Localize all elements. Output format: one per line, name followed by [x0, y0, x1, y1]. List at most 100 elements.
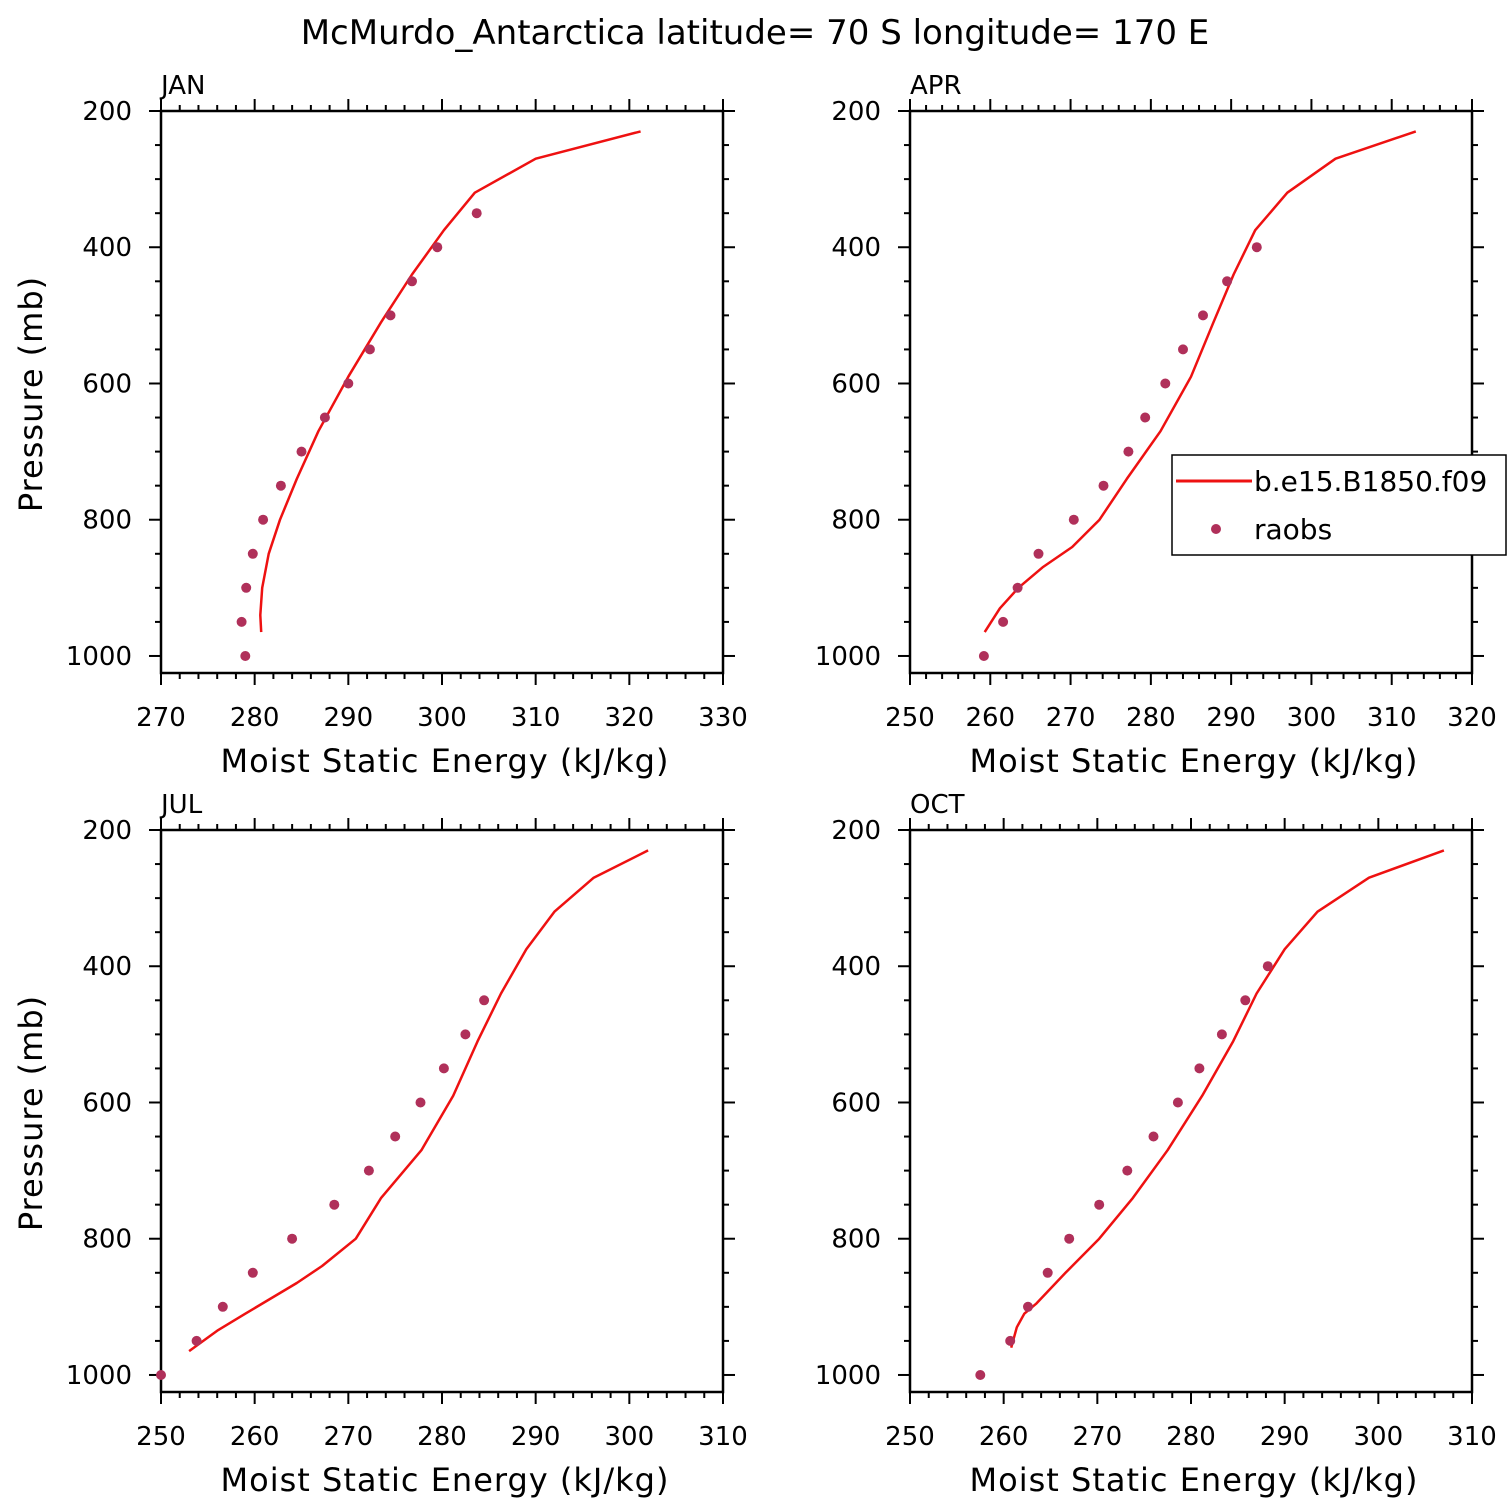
obs-point: [287, 1233, 298, 1244]
y-tick-label: 800: [82, 1225, 132, 1255]
obs-point: [258, 514, 269, 525]
obs-point: [432, 242, 443, 253]
x-tick-label: 250: [885, 1422, 935, 1452]
series-line-model: [983, 130, 1417, 633]
obs-point: [1216, 1029, 1227, 1040]
obs-point: [415, 1097, 426, 1108]
x-tick-label: 310: [1447, 1422, 1497, 1452]
obs-point: [975, 1370, 986, 1380]
legend-dot-swatch: [1211, 524, 1221, 534]
obs-point: [363, 1165, 374, 1176]
y-axis-label: Pressure (mb): [12, 276, 50, 512]
obs-point: [1123, 446, 1134, 457]
obs-point: [364, 344, 375, 355]
y-tick-label: 400: [82, 233, 132, 263]
obs-point: [217, 1301, 228, 1312]
y-tick-label: 1000: [66, 642, 132, 672]
x-tick-label: 290: [324, 703, 374, 733]
x-tick-label: 270: [1046, 703, 1096, 733]
obs-point: [1198, 310, 1208, 321]
legend-label-obs: raobs: [1254, 513, 1332, 546]
x-tick-label: 310: [511, 703, 561, 733]
y-tick-label: 200: [831, 816, 881, 846]
y-tick-label: 400: [831, 233, 881, 263]
y-tick-label: 400: [831, 952, 881, 982]
x-tick-label: 250: [885, 703, 935, 733]
y-axis-label: Pressure (mb): [12, 995, 50, 1231]
x-tick-label: 320: [605, 703, 655, 733]
obs-point: [241, 582, 252, 593]
x-tick-label: 280: [1126, 703, 1176, 733]
obs-point: [240, 651, 251, 661]
x-tick-label: 300: [417, 703, 467, 733]
obs-point: [275, 480, 286, 491]
x-tick-label: 320: [1447, 703, 1497, 733]
obs-point: [471, 208, 482, 219]
x-axis-label: Moist Static Energy (kJ/kg): [221, 1461, 670, 1499]
legend-label-model: b.e15.B1850.f09: [1254, 465, 1487, 498]
y-tick-label: 400: [82, 952, 132, 982]
obs-point: [479, 995, 490, 1006]
obs-point: [191, 1335, 202, 1346]
obs-point: [998, 616, 1009, 627]
obs-point: [1122, 1165, 1133, 1176]
y-tick-label: 600: [831, 369, 881, 399]
obs-point: [1262, 961, 1273, 972]
obs-point: [1064, 1233, 1075, 1244]
panel-jan: 270 280 290 300 310 320 330 200 400 600 800 1000 JAN…: [12, 71, 748, 780]
obs-point: [1033, 548, 1044, 559]
x-tick-label: 270: [136, 703, 186, 733]
obs-point: [438, 1063, 449, 1074]
x-tick-label: 270: [1073, 1422, 1123, 1452]
plot-frame: [908, 828, 1474, 1394]
panel-title: JUL: [159, 790, 203, 820]
obs-point: [1042, 1267, 1053, 1278]
x-tick-label: 260: [230, 1422, 280, 1452]
x-tick-label: 260: [979, 1422, 1029, 1452]
obs-point: [329, 1199, 340, 1210]
x-tick-label: 290: [1206, 703, 1256, 733]
obs-point: [390, 1131, 401, 1142]
panel-title: APR: [910, 71, 962, 101]
obs-point: [1251, 242, 1262, 253]
y-tick-label: 200: [831, 97, 881, 127]
obs-point: [1148, 1131, 1159, 1142]
x-axis-label: Moist Static Energy (kJ/kg): [970, 1461, 1419, 1499]
y-tick-label: 800: [831, 506, 881, 536]
legend: b.e15.B1850.f09 raobs: [1171, 454, 1507, 556]
x-tick-label: 310: [1367, 703, 1417, 733]
x-tick-label: 280: [230, 703, 280, 733]
obs-point: [247, 548, 258, 559]
y-tick-label: 1000: [815, 642, 881, 672]
obs-point: [460, 1029, 471, 1040]
panel-title: OCT: [910, 790, 965, 820]
y-tick-label: 600: [82, 369, 132, 399]
x-tick-label: 300: [1287, 703, 1337, 733]
obs-point: [319, 412, 330, 423]
x-tick-label: 300: [1354, 1422, 1404, 1452]
figure-title: McMurdo_Antarctica latitude= 70 S longit…: [301, 13, 1210, 53]
obs-point: [1098, 480, 1109, 491]
x-tick-label: 330: [698, 703, 748, 733]
x-tick-label: 310: [698, 1422, 748, 1452]
x-axis-label: Moist Static Energy (kJ/kg): [970, 742, 1419, 780]
x-axis-label: Moist Static Energy (kJ/kg): [221, 742, 670, 780]
series-line-model: [188, 849, 649, 1353]
plot-frame: [908, 109, 1474, 675]
obs-point: [236, 616, 247, 627]
y-tick-label: 1000: [815, 1361, 881, 1391]
obs-point: [1005, 1335, 1016, 1346]
obs-point: [385, 310, 396, 321]
obs-point: [1160, 378, 1171, 389]
x-tick-label: 290: [511, 1422, 561, 1452]
x-tick-label: 290: [1260, 1422, 1310, 1452]
obs-point: [343, 378, 354, 389]
series-line-model: [259, 130, 641, 633]
obs-point: [1094, 1199, 1105, 1210]
obs-point: [156, 1370, 166, 1380]
obs-point: [1240, 995, 1251, 1006]
y-tick-label: 600: [831, 1088, 881, 1118]
panel-oct: 250 260 270 280 290 300 310 200 400 600 800 1000 OCT…: [815, 790, 1497, 1499]
obs-point: [1178, 344, 1188, 355]
